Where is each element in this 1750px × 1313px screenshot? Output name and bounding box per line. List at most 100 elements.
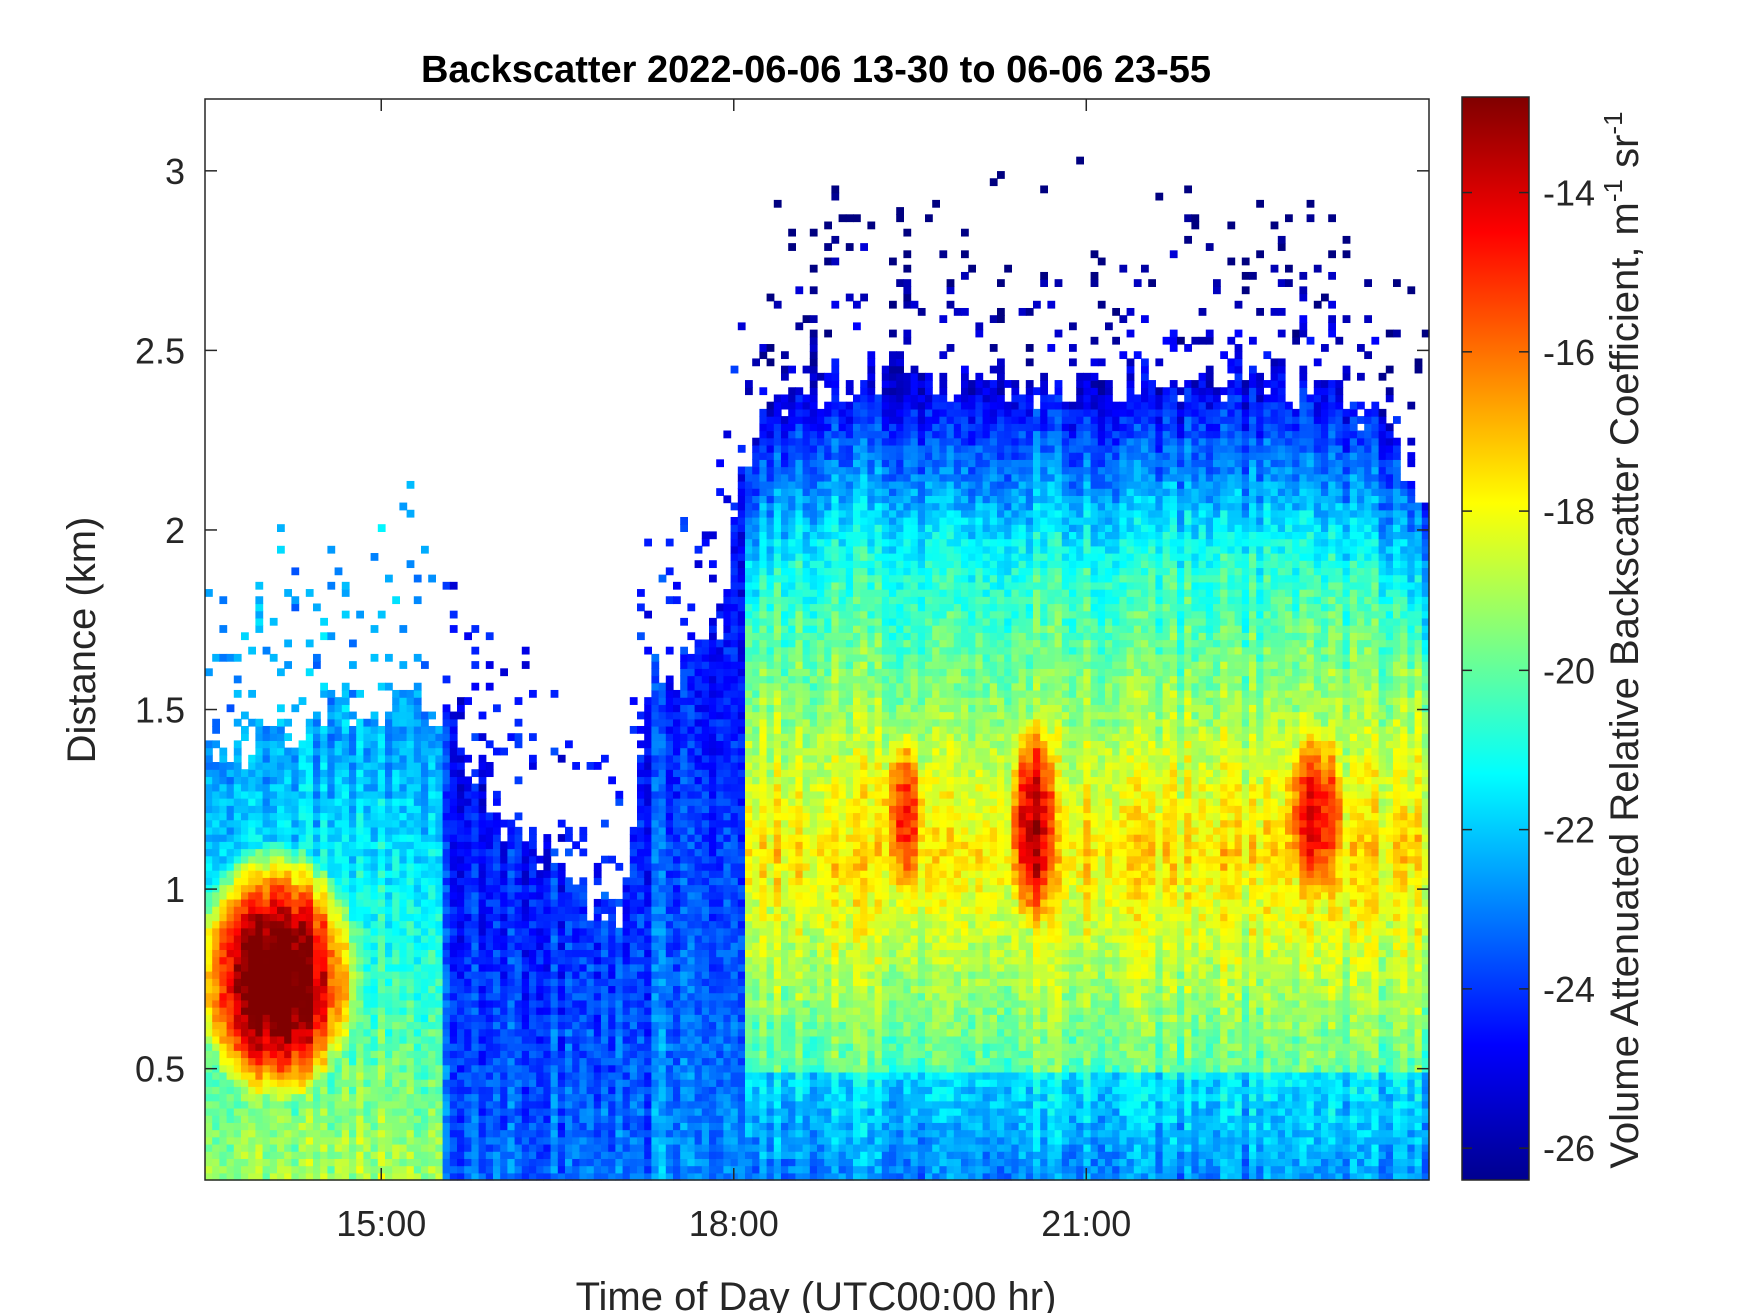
heatmap-cell	[529, 841, 537, 850]
heatmap-cell	[399, 1115, 408, 1123]
heatmap-cell	[298, 927, 307, 936]
heatmap-cell	[723, 898, 732, 907]
heatmap-cell	[471, 898, 480, 907]
heatmap-cell	[709, 1028, 717, 1037]
heatmap-cell	[651, 718, 660, 727]
heatmap-cell	[241, 1107, 249, 1116]
heatmap-cell	[673, 1122, 681, 1131]
heatmap-cell	[701, 942, 710, 950]
heatmap-cell	[493, 1172, 501, 1181]
heatmap-cell	[464, 1165, 472, 1174]
heatmap-cell	[277, 733, 285, 741]
heatmap-cell	[665, 819, 674, 828]
heatmap-cell	[421, 999, 429, 1008]
heatmap-cell	[694, 906, 703, 914]
heatmap-cell	[255, 906, 264, 914]
heatmap-cell	[327, 927, 336, 936]
heatmap-cell	[385, 1071, 393, 1080]
heatmap-cell	[493, 898, 501, 907]
heatmap-cell	[233, 841, 242, 850]
heatmap-cell	[550, 942, 559, 950]
heatmap-cell	[305, 1165, 314, 1174]
heatmap-cell	[212, 1050, 220, 1059]
heatmap-cell	[745, 1151, 753, 1159]
heatmap-cell	[421, 1143, 429, 1152]
heatmap-cell	[730, 1079, 739, 1087]
heatmap-cell	[370, 956, 379, 965]
heatmap-cell	[377, 999, 386, 1008]
heatmap-cell	[241, 1172, 249, 1181]
heatmap-cell	[291, 812, 300, 821]
heatmap-cell	[413, 855, 422, 864]
heatmap-cell	[658, 963, 667, 972]
heatmap-cell	[723, 661, 732, 669]
heatmap-cell	[457, 1007, 465, 1015]
heatmap-cell	[241, 1043, 249, 1051]
heatmap-cell	[723, 798, 732, 806]
heatmap-cell	[334, 1064, 343, 1073]
heatmap-cell	[478, 754, 487, 763]
heatmap-cell	[536, 1107, 544, 1116]
heatmap-cell	[233, 848, 242, 857]
heatmap-cell	[565, 1107, 573, 1116]
heatmap-cell	[665, 596, 674, 605]
heatmap-cell	[709, 1007, 717, 1015]
heatmap-cell	[212, 1115, 220, 1123]
heatmap-cell	[745, 682, 753, 691]
heatmap-cell	[658, 1043, 667, 1051]
heatmap-cell	[637, 1158, 645, 1167]
heatmap-cell	[485, 1143, 494, 1152]
heatmap-cell	[608, 971, 616, 979]
heatmap-cell	[291, 985, 300, 994]
heatmap-cell	[586, 934, 595, 943]
heatmap-cell	[514, 1086, 523, 1095]
heatmap-cell	[449, 1050, 458, 1059]
heatmap-cell	[709, 1122, 717, 1131]
heatmap-cell	[730, 927, 739, 936]
heatmap-cell	[399, 697, 408, 705]
heatmap-cell	[305, 1151, 314, 1159]
heatmap-cell	[572, 1028, 580, 1037]
heatmap-cell	[313, 1093, 321, 1102]
heatmap-cell	[665, 733, 674, 741]
heatmap-cell	[759, 1151, 768, 1159]
heatmap-cell	[665, 920, 674, 929]
heatmap-cell	[226, 870, 235, 878]
heatmap-cell	[601, 1093, 609, 1102]
heatmap-cell	[464, 1043, 472, 1051]
heatmap-cell	[637, 891, 645, 900]
heatmap-cell	[370, 1064, 379, 1073]
heatmap-cell	[723, 790, 732, 799]
heatmap-cell	[327, 1007, 336, 1015]
heatmap-cell	[255, 1136, 264, 1145]
heatmap-cell	[723, 819, 732, 828]
heatmap-cell	[406, 1064, 415, 1073]
heatmap-cell	[651, 992, 660, 1001]
heatmap-cell	[248, 1014, 256, 1023]
heatmap-cell	[262, 1071, 271, 1080]
heatmap-cell	[680, 949, 688, 958]
heatmap-cell	[665, 934, 674, 943]
heatmap-cell	[500, 1028, 508, 1037]
heatmap-cell	[241, 848, 249, 857]
heatmap-cell	[723, 1064, 732, 1073]
heatmap-cell	[485, 999, 494, 1008]
heatmap-cell	[651, 906, 660, 914]
heatmap-cell	[557, 949, 566, 958]
heatmap-cell	[514, 697, 523, 705]
heatmap-cell	[701, 1122, 710, 1131]
heatmap-cell	[701, 927, 710, 936]
heatmap-cell	[579, 999, 588, 1008]
heatmap-cell	[399, 689, 408, 698]
heatmap-cell	[514, 1165, 523, 1174]
heatmap-cell	[305, 798, 314, 806]
heatmap-cell	[291, 762, 300, 770]
heatmap-cell	[521, 1028, 530, 1037]
heatmap-cell	[226, 934, 235, 943]
heatmap-cell	[305, 740, 314, 749]
heatmap-cell	[226, 1122, 235, 1131]
heatmap-cell	[536, 985, 544, 994]
heatmap-cell	[449, 877, 458, 886]
heatmap-cell	[212, 653, 220, 662]
heatmap-cell	[421, 1079, 429, 1087]
